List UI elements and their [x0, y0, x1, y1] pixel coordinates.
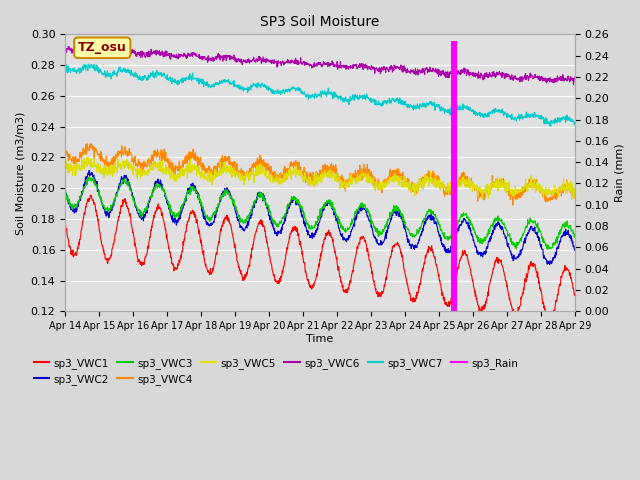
sp3_VWC1: [466, 263, 474, 268]
sp3_VWC1: [232, 250, 240, 255]
sp3_VWC2: [61, 187, 69, 192]
Y-axis label: Soil Moisture (m3/m3): Soil Moisture (m3/m3): [15, 111, 25, 235]
sp3_VWC3: [61, 191, 69, 196]
Line: sp3_VWC2: sp3_VWC2: [65, 170, 575, 264]
sp3_VWC3: [571, 231, 579, 237]
sp3_VWC6: [466, 71, 474, 77]
sp3_VWC7: [232, 82, 240, 88]
sp3_VWC3: [399, 218, 407, 224]
Bar: [451, 41, 457, 312]
sp3_VWC6: [61, 45, 69, 51]
Line: sp3_VWC6: sp3_VWC6: [65, 46, 575, 84]
sp3_VWC5: [466, 183, 474, 189]
sp3_VWC6: [175, 54, 182, 60]
sp3_VWC1: [86, 192, 94, 198]
sp3_VWC2: [399, 218, 407, 224]
sp3_VWC2: [232, 209, 240, 215]
sp3_VWC6: [571, 74, 579, 80]
sp3_VWC2: [571, 248, 579, 253]
sp3_VWC5: [84, 154, 92, 160]
Title: SP3 Soil Moisture: SP3 Soil Moisture: [260, 15, 380, 29]
sp3_VWC7: [466, 108, 474, 113]
sp3_VWC4: [571, 190, 579, 196]
Y-axis label: Rain (mm): Rain (mm): [615, 144, 625, 202]
X-axis label: Time: Time: [307, 334, 333, 344]
sp3_VWC3: [86, 174, 94, 180]
Line: sp3_VWC7: sp3_VWC7: [65, 64, 575, 126]
sp3_VWC6: [232, 56, 240, 61]
sp3_VWC6: [570, 82, 577, 87]
sp3_VWC4: [466, 181, 474, 187]
sp3_VWC5: [568, 197, 575, 203]
sp3_VWC1: [61, 221, 69, 227]
sp3_VWC6: [81, 43, 89, 49]
sp3_VWC1: [511, 311, 518, 316]
sp3_VWC5: [163, 169, 170, 175]
sp3_VWC3: [175, 209, 182, 215]
sp3_VWC1: [545, 318, 553, 324]
sp3_VWC7: [511, 116, 518, 122]
sp3_VWC5: [61, 156, 69, 162]
sp3_VWC4: [232, 168, 240, 174]
Line: sp3_VWC3: sp3_VWC3: [65, 177, 575, 250]
sp3_VWC4: [163, 157, 170, 163]
sp3_VWC3: [511, 240, 518, 246]
sp3_VWC5: [399, 179, 407, 185]
Text: TZ_osu: TZ_osu: [78, 41, 127, 54]
sp3_VWC3: [163, 194, 170, 200]
Line: sp3_VWC1: sp3_VWC1: [65, 195, 575, 321]
Line: sp3_VWC5: sp3_VWC5: [65, 157, 575, 200]
sp3_VWC2: [466, 226, 474, 232]
sp3_VWC4: [61, 146, 69, 152]
sp3_VWC5: [232, 168, 240, 174]
sp3_VWC1: [571, 291, 579, 297]
sp3_VWC6: [511, 73, 518, 79]
sp3_VWC6: [163, 53, 170, 59]
sp3_VWC5: [571, 190, 579, 195]
sp3_VWC7: [84, 61, 92, 67]
sp3_VWC4: [511, 193, 519, 199]
sp3_VWC4: [175, 168, 182, 173]
sp3_VWC3: [232, 204, 240, 209]
sp3_VWC2: [546, 262, 554, 267]
sp3_VWC7: [399, 100, 407, 106]
sp3_VWC7: [61, 63, 69, 69]
sp3_VWC1: [175, 260, 182, 266]
sp3_VWC6: [399, 69, 407, 75]
sp3_VWC3: [466, 221, 474, 227]
sp3_VWC5: [511, 187, 518, 192]
sp3_VWC5: [175, 175, 182, 181]
sp3_VWC1: [399, 259, 407, 265]
sp3_VWC7: [163, 74, 170, 80]
sp3_VWC7: [175, 78, 182, 84]
sp3_VWC2: [511, 255, 518, 261]
sp3_VWC7: [571, 120, 579, 125]
sp3_VWC4: [87, 141, 95, 146]
sp3_VWC2: [163, 195, 170, 201]
sp3_VWC4: [399, 174, 407, 180]
sp3_VWC2: [85, 168, 93, 173]
sp3_VWC2: [175, 217, 182, 223]
sp3_VWC4: [509, 202, 516, 208]
Legend: sp3_VWC1, sp3_VWC2, sp3_VWC3, sp3_VWC4, sp3_VWC5, sp3_VWC6, sp3_VWC7, sp3_Rain: sp3_VWC1, sp3_VWC2, sp3_VWC3, sp3_VWC4, …: [29, 354, 522, 389]
Line: sp3_VWC4: sp3_VWC4: [65, 144, 575, 205]
sp3_VWC1: [163, 236, 170, 241]
sp3_VWC3: [544, 247, 552, 252]
sp3_VWC7: [547, 123, 555, 129]
